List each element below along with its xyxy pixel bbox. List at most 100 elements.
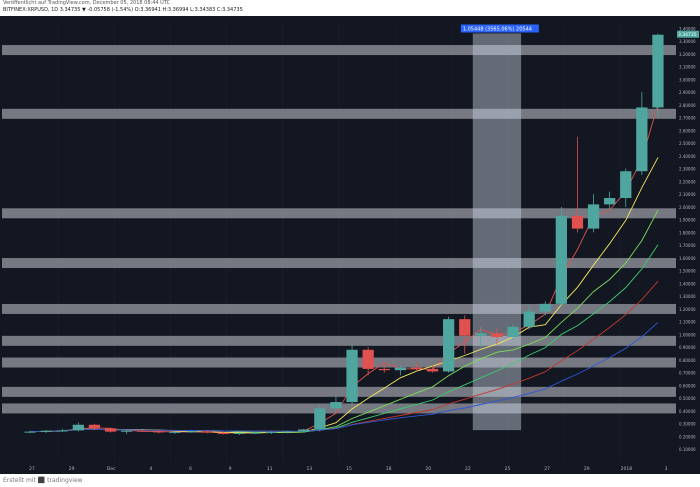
y-tick-label: 2.70000 [679,116,696,121]
candle-body [443,319,455,372]
y-tick-label: 2.30000 [679,167,696,172]
y-tick-label: 1.00000 [679,332,696,337]
moving-average-line [30,104,659,434]
candle-body [491,333,503,338]
y-tick-label: 1.20000 [679,307,696,312]
y-tick-label: 2.10000 [679,192,696,197]
candle-body [604,198,616,205]
support-zone [2,108,676,119]
candle-body [362,349,374,369]
x-tick-label: 27 [544,466,550,472]
candle-body [24,431,36,433]
x-tick-label: 18 [386,466,392,472]
candle-body [185,431,197,433]
candle-body [571,215,584,229]
y-tick-label: 1.60000 [679,256,696,261]
candle-body [459,319,471,336]
candle-body [426,368,439,372]
y-tick-label: 1.50000 [679,269,696,274]
candle-body [137,430,149,432]
y-tick-label: 1.30000 [679,294,696,299]
candle-body [507,326,519,338]
measure-label: 1.05448 (3565.06%) 20544 [463,26,532,32]
candle-body [88,424,101,429]
y-tick-label: 3.40000 [679,26,696,31]
y-tick-label: 2.20000 [679,179,696,184]
moving-average-line [30,322,659,433]
y-tick-label: 2.90000 [679,90,696,95]
candle-body [298,429,310,432]
candle-body [620,171,632,198]
candle-body [72,424,84,431]
support-zone [2,45,676,56]
y-tick-label: 0.40000 [679,409,696,414]
candle-body [410,367,423,369]
y-tick-label: 0.90000 [679,345,696,350]
candle-body [104,428,117,432]
x-tick-label: Dec [107,466,116,472]
y-tick-label: 2.80000 [679,103,696,108]
support-zone [2,258,676,269]
candle-body [56,430,68,432]
y-tick-label: 2.60000 [679,128,696,133]
symbol-line: BITFINEX:XRPUSD, 1D 3.34735 ▼ -0.05758 (… [3,7,243,13]
candle-body [330,402,342,409]
x-tick-label: 29 [584,466,590,472]
y-tick-label: 3.20000 [679,52,696,57]
y-tick-label: 0.70000 [679,371,696,376]
y-tick-label: 3.00000 [679,77,696,82]
candle-body [539,303,551,312]
x-tick-label: 13 [307,466,313,472]
candle-body [394,367,406,371]
candle-body [587,204,600,229]
last-price-label: 3.34735 [678,32,697,38]
candle-body [636,107,648,172]
y-tick-label: 3.30000 [679,39,696,44]
candle-body [346,349,358,403]
y-tick-label: 1.80000 [679,230,696,235]
x-tick-label: 4 [149,466,152,472]
x-tick-label: 29 [69,466,75,472]
credit-text: Erstellt mit ⬛ tradingview [3,477,83,484]
x-tick-label: 11 [267,466,273,472]
x-tick-label: 25 [505,466,511,472]
candle-body [40,431,52,433]
y-tick-label: 1.90000 [679,218,696,223]
y-tick-label: 2.50000 [679,141,696,146]
chart-header: Veröffentlicht auf TradingView.com, Dece… [0,0,700,16]
candle-body [265,432,278,434]
y-tick-label: 0.80000 [679,358,696,363]
x-tick-label: 22 [465,466,471,472]
x-tick-label: 9 [229,466,232,472]
candlestick-chart[interactable]: 1.05448 (3565.06%) 20544 3.400003.300003.… [0,16,700,474]
last-price-tag [677,30,699,38]
chart-footer: Erstellt mit ⬛ tradingview [0,474,700,487]
x-tick-label: 2018 [621,466,633,472]
y-tick-label: 1.10000 [679,320,696,325]
candle-body [314,408,326,430]
candle-body [652,34,664,108]
x-tick-label: 15 [346,466,352,472]
y-tick-label: 0.50000 [679,396,696,401]
support-zone [2,357,676,368]
support-zone [2,386,676,397]
published-line: Veröffentlicht auf TradingView.com, Dece… [3,0,171,6]
y-tick-label: 0.30000 [679,422,696,427]
y-tick-label: 1.40000 [679,281,696,286]
candle-body [249,432,262,434]
support-zone [2,303,676,314]
y-tick-label: 0.20000 [679,434,696,439]
support-zone [2,335,676,346]
candle-body [217,432,229,434]
y-tick-label: 3.10000 [679,65,696,70]
candle-body [201,431,213,433]
y-tick-label: 2.40000 [679,154,696,159]
candle-body [282,431,294,433]
candle-body [523,311,535,327]
y-tick-label: 2.00000 [679,205,696,210]
chart-area[interactable]: 1.05448 (3565.06%) 20544 3.40000 3.30000 3.… [0,16,700,474]
candle-body [153,431,165,433]
y-tick-label: 1.70000 [679,243,696,248]
support-zone [2,208,676,219]
y-tick-label: 0.60000 [679,383,696,388]
